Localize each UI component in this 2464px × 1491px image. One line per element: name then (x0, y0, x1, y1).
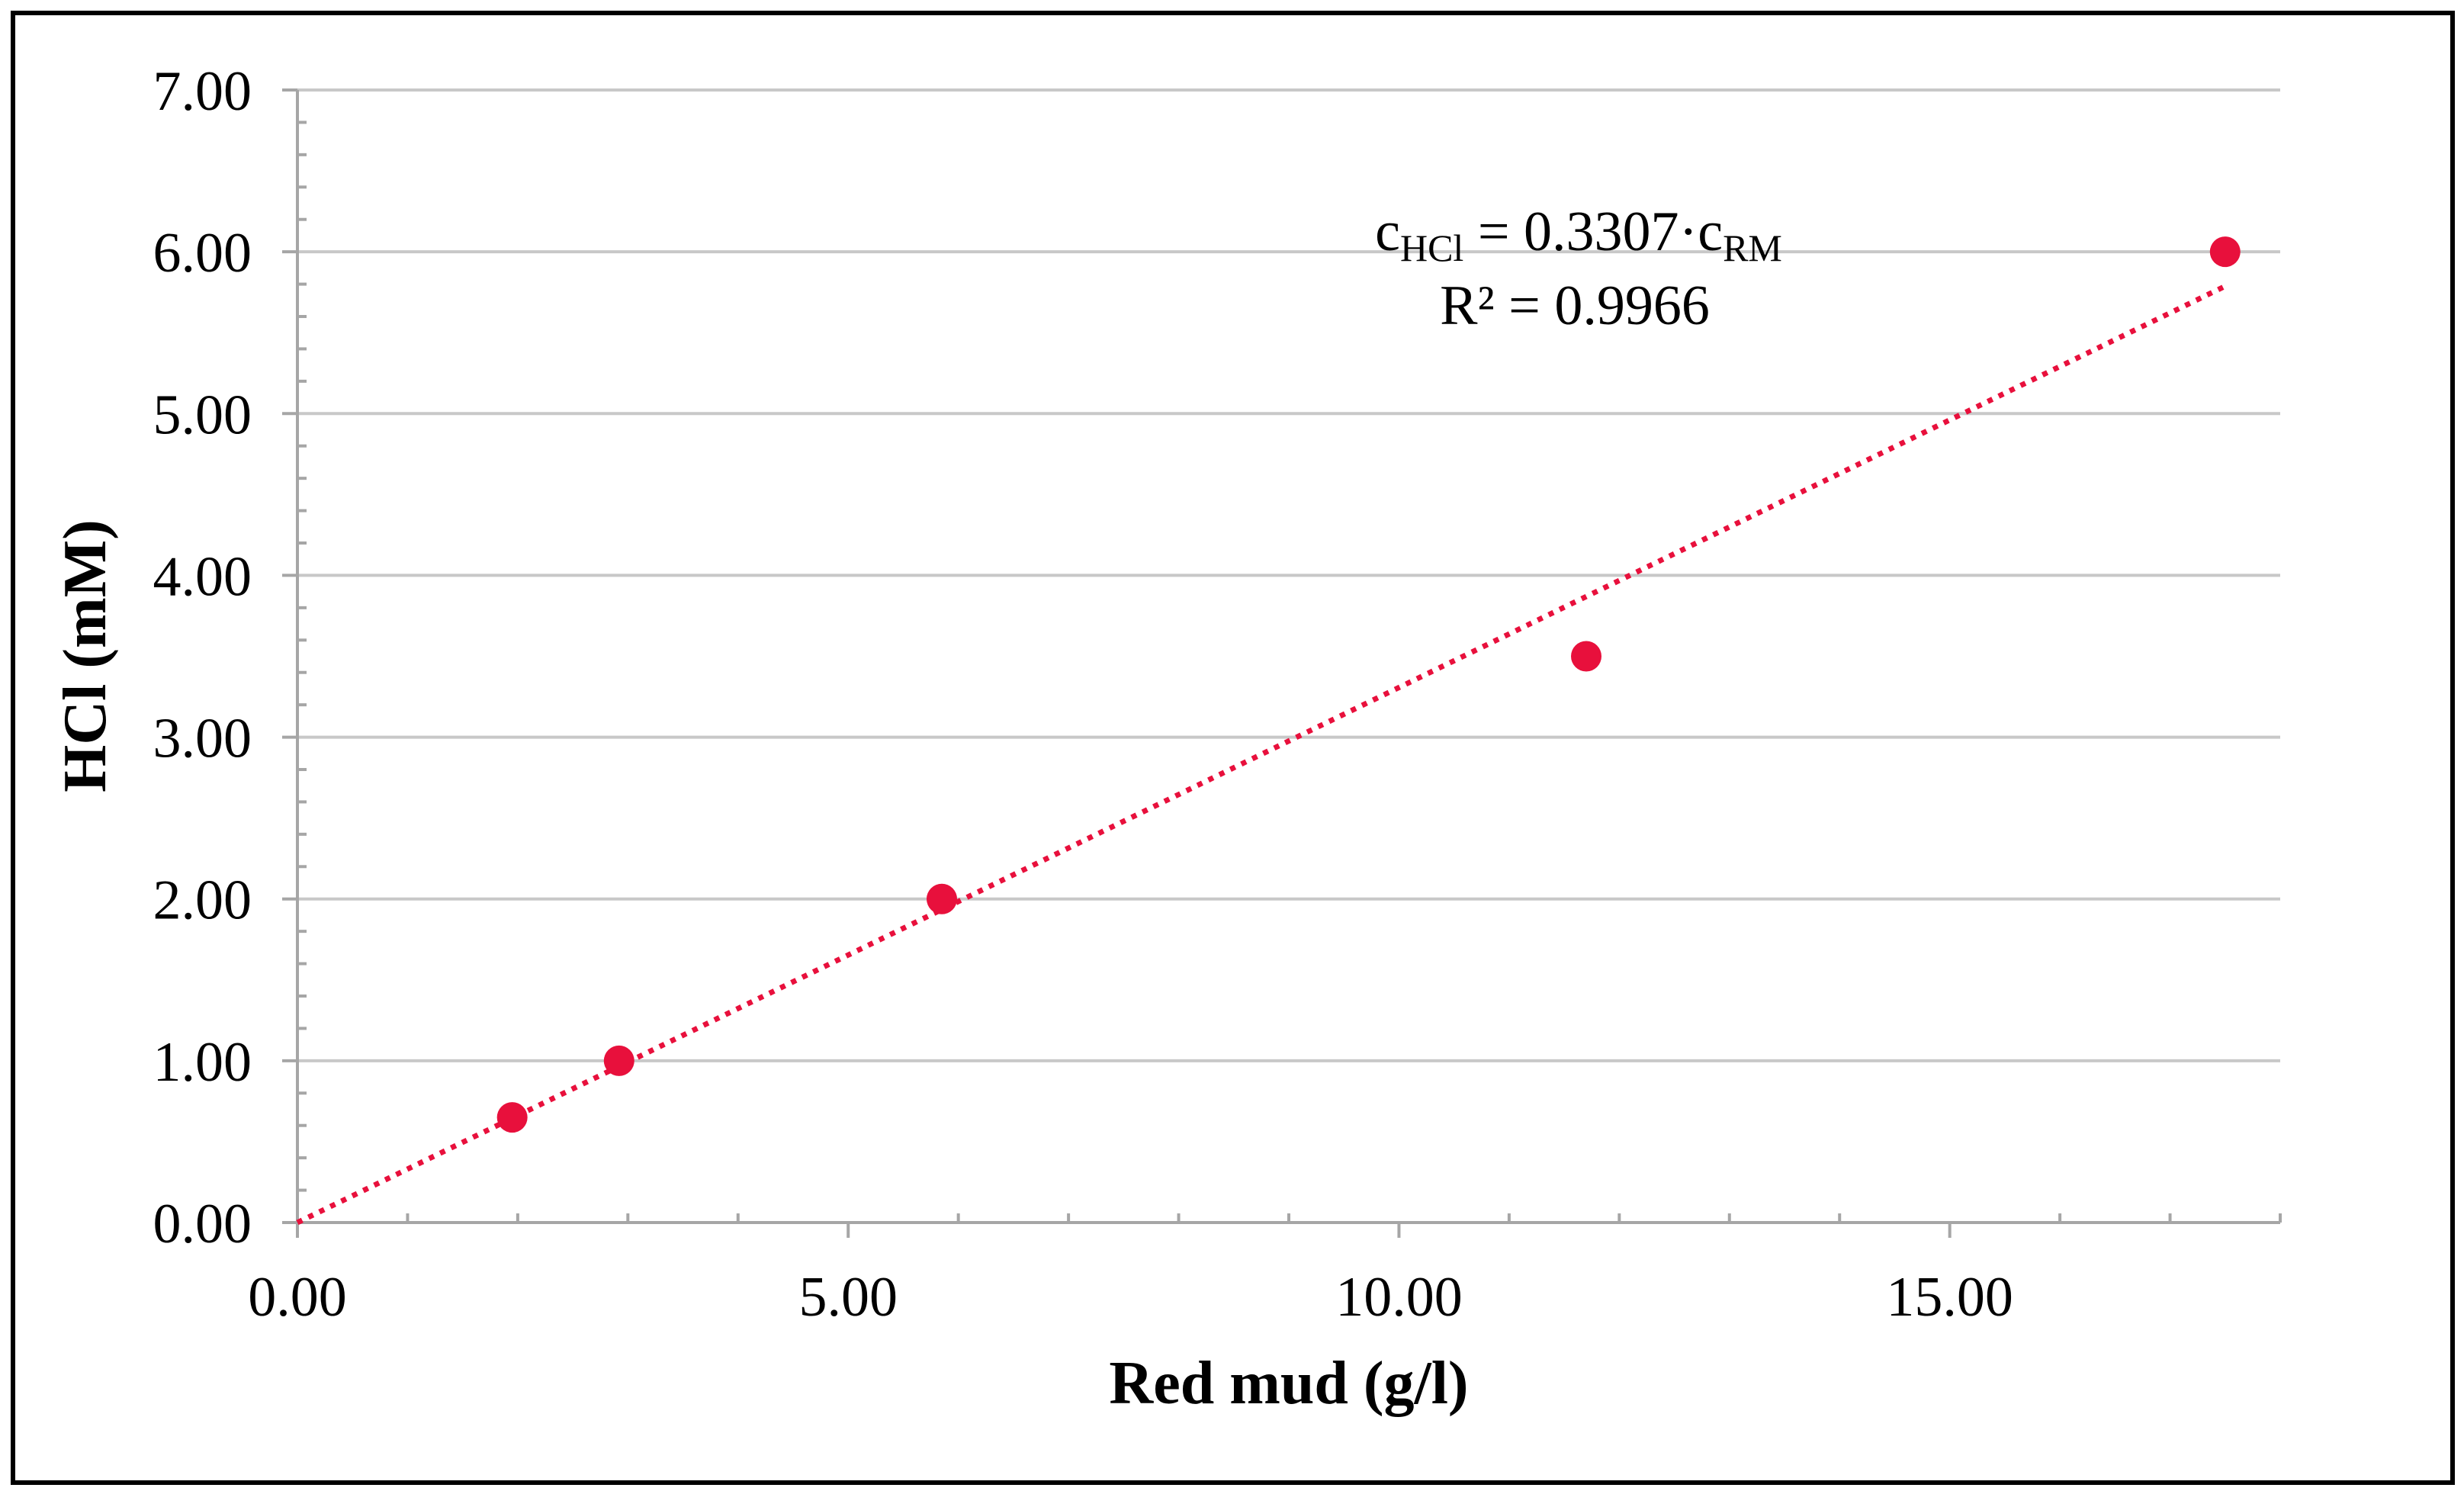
y-tick-label: 2.00 (153, 869, 252, 932)
y-tick-label: 7.00 (153, 60, 252, 123)
y-tick-label: 0.00 (153, 1193, 252, 1255)
data-point (496, 1102, 528, 1133)
r-squared-label: R² = 0.9966 (1440, 275, 1710, 337)
trendline-equation: cHCl = 0.3307·cRM (1375, 201, 1782, 269)
y-axis-title: HCl (mM) (52, 519, 119, 792)
trendline-group (296, 284, 2227, 1226)
x-tick-label: 10.00 (1335, 1266, 1463, 1329)
data-point (2209, 236, 2241, 268)
y-tick-label: 3.00 (153, 708, 252, 770)
trendline (296, 284, 2227, 1226)
chart-frame (11, 11, 2455, 1485)
y-tick-label: 4.00 (153, 545, 252, 608)
y-tick-label: 6.00 (153, 222, 252, 284)
y-tick-label: 5.00 (153, 384, 252, 446)
ticks (282, 88, 2282, 1238)
data-point (1571, 641, 1601, 672)
data-points (496, 236, 2241, 1133)
y-tick-label: 1.00 (153, 1031, 252, 1094)
data-point (927, 883, 957, 914)
x-axis-title: Red mud (g/l) (1109, 1350, 1468, 1417)
tick-labels: 0.00 1.00 2.00 3.00 4.00 5.00 6.00 7.00 0.00 5.00… (153, 60, 2013, 1329)
gridlines (297, 88, 2280, 1062)
x-tick-label: 15.00 (1886, 1266, 2013, 1329)
x-tick-label: 5.00 (798, 1266, 898, 1329)
x-tick-label: 0.00 (248, 1266, 347, 1329)
data-point (603, 1045, 634, 1076)
axes (296, 90, 2280, 1224)
